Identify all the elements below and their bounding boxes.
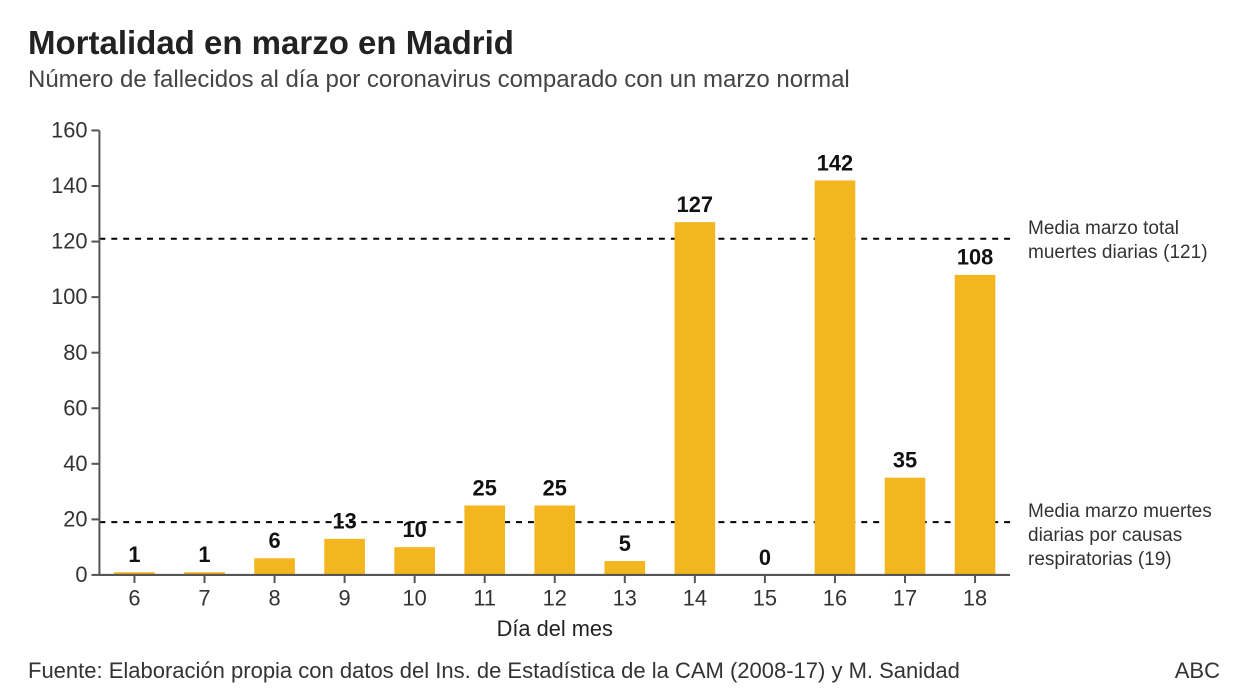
svg-text:35: 35 <box>893 447 917 472</box>
svg-text:40: 40 <box>63 451 87 476</box>
svg-text:127: 127 <box>677 192 713 217</box>
chart-title: Mortalidad en marzo en Madrid <box>28 24 1220 62</box>
svg-text:140: 140 <box>51 173 87 198</box>
svg-text:142: 142 <box>817 150 853 175</box>
svg-text:25: 25 <box>473 475 497 500</box>
bar <box>955 275 996 575</box>
bar <box>534 505 575 574</box>
bar <box>254 558 295 575</box>
svg-text:13: 13 <box>613 585 637 610</box>
svg-text:8: 8 <box>268 585 280 610</box>
bar <box>464 505 505 574</box>
svg-text:25: 25 <box>543 475 567 500</box>
svg-text:12: 12 <box>543 585 567 610</box>
reference-note: Media marzo total muertes diarias (121) <box>1028 217 1220 265</box>
svg-text:80: 80 <box>63 340 87 365</box>
bar-chart: 0204060801001201401601617681391010251125… <box>28 100 1020 648</box>
svg-text:10: 10 <box>403 517 427 542</box>
svg-text:0: 0 <box>75 562 87 587</box>
bar <box>604 561 645 575</box>
bar <box>394 547 435 575</box>
bar <box>675 222 716 575</box>
svg-text:1: 1 <box>198 542 210 567</box>
svg-text:16: 16 <box>823 585 847 610</box>
source-text: Fuente: Elaboración propia con datos del… <box>28 658 960 684</box>
svg-text:1: 1 <box>128 542 140 567</box>
svg-text:15: 15 <box>753 585 777 610</box>
svg-text:108: 108 <box>957 245 993 270</box>
svg-text:100: 100 <box>51 284 87 309</box>
brand-label: ABC <box>1175 658 1220 684</box>
svg-text:14: 14 <box>683 585 707 610</box>
svg-text:6: 6 <box>128 585 140 610</box>
bar <box>815 180 856 574</box>
svg-text:5: 5 <box>619 531 631 556</box>
chart-subtitle: Número de fallecidos al día por coronavi… <box>28 66 1220 94</box>
svg-text:9: 9 <box>339 585 351 610</box>
svg-text:11: 11 <box>473 585 496 610</box>
svg-text:13: 13 <box>332 508 356 533</box>
bar <box>885 478 926 575</box>
svg-text:18: 18 <box>963 585 987 610</box>
bar <box>324 539 365 575</box>
svg-text:120: 120 <box>51 228 87 253</box>
reference-notes: Media marzo total muertes diarias (121) M… <box>1020 100 1220 648</box>
svg-text:Día del mes: Día del mes <box>497 616 613 641</box>
svg-text:6: 6 <box>268 528 280 553</box>
svg-text:17: 17 <box>893 585 917 610</box>
svg-text:7: 7 <box>198 585 210 610</box>
svg-text:10: 10 <box>403 585 427 610</box>
svg-text:0: 0 <box>759 545 771 570</box>
reference-note: Media marzo muertes diarias por causas r… <box>1028 500 1220 571</box>
svg-text:20: 20 <box>63 506 87 531</box>
svg-text:60: 60 <box>63 395 87 420</box>
svg-text:160: 160 <box>51 117 87 142</box>
